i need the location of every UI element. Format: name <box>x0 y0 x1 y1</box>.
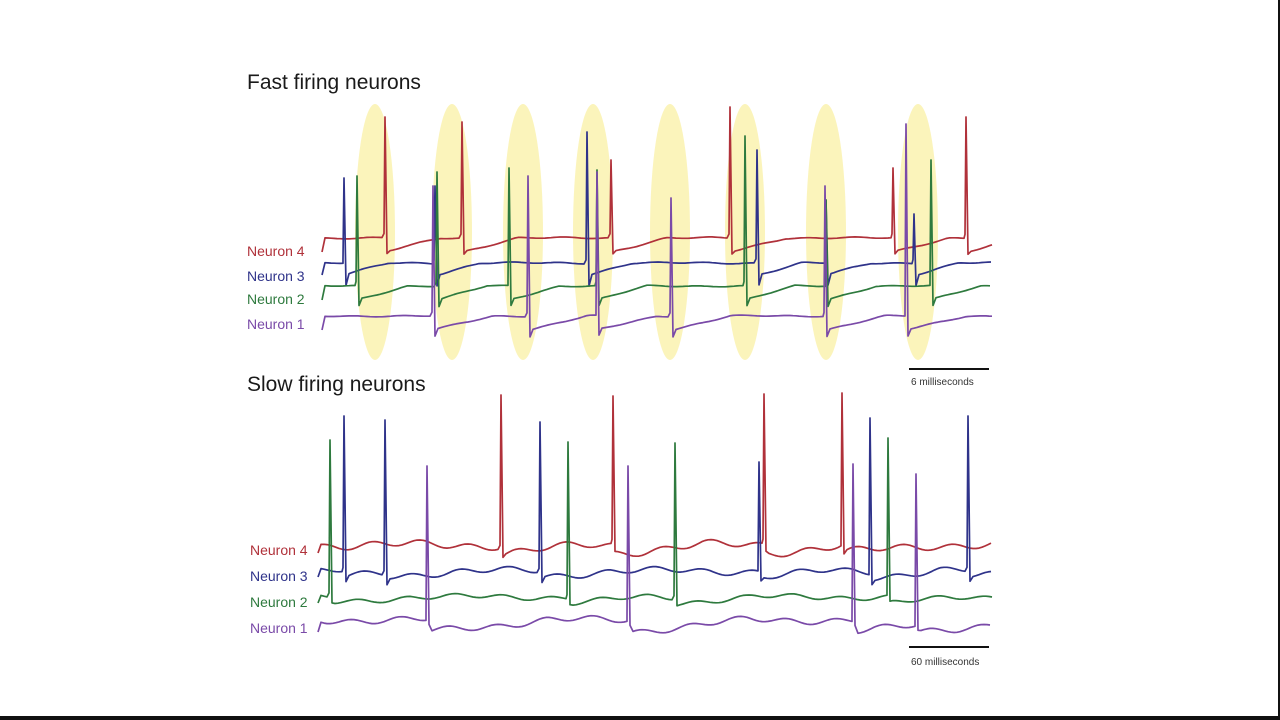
fast-trace-neuron-1 <box>321 123 993 338</box>
slow-scale-bar <box>909 646 989 648</box>
fast-label-neuron-3: Neuron 3 <box>247 268 305 284</box>
slow-label-neuron-4: Neuron 4 <box>250 542 308 558</box>
fast-label-neuron-2: Neuron 2 <box>247 291 305 307</box>
fast-scale-label: 6 milliseconds <box>911 377 974 388</box>
slow-label-neuron-3: Neuron 3 <box>250 568 308 584</box>
slow-scale-label: 60 milliseconds <box>911 657 980 668</box>
sync-window-3 <box>503 104 543 360</box>
fast-scale-bar <box>909 368 989 370</box>
slow-trace-neuron-4 <box>317 392 992 559</box>
fast-label-neuron-4: Neuron 4 <box>247 243 305 259</box>
sync-window-4 <box>573 104 613 360</box>
fast-label-neuron-1: Neuron 1 <box>247 316 305 332</box>
slow-trace-neuron-1 <box>317 463 991 635</box>
slow-label-neuron-1: Neuron 1 <box>250 620 308 636</box>
slow-trace-neuron-2 <box>317 437 993 607</box>
fast-panel-title: Fast firing neurons <box>247 71 421 94</box>
sync-window-1 <box>355 104 395 360</box>
slow-panel-title: Slow firing neurons <box>247 373 426 396</box>
slow-label-neuron-2: Neuron 2 <box>250 594 308 610</box>
